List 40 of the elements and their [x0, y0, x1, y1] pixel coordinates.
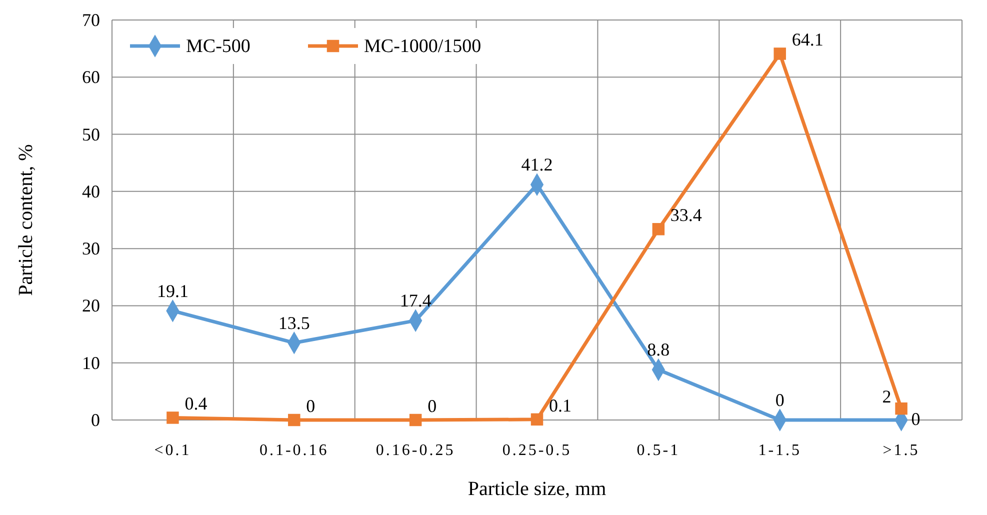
y-tick-label: 50: [82, 124, 100, 144]
legend-label: MC-1000/1500: [364, 36, 482, 57]
point: [288, 414, 300, 426]
y-tick-label: 20: [82, 296, 100, 316]
data-label: 41.2: [521, 154, 553, 175]
x-tick-label: 0.16-0.25: [376, 442, 456, 459]
x-tick-label: 0.5-1: [636, 442, 680, 459]
x-tick-label: >1.5: [882, 442, 920, 459]
point: [530, 413, 544, 426]
data-label: 13.5: [278, 312, 310, 333]
data-label: 33.4: [670, 205, 702, 226]
y-tick-label: 40: [82, 181, 100, 202]
data-label: 0: [775, 390, 784, 410]
point: [409, 414, 422, 426]
data-label: 64.1: [792, 30, 824, 50]
data-label: 2: [882, 386, 892, 407]
point: [166, 412, 179, 424]
data-label: 19.1: [156, 280, 188, 301]
x-tick-label: 1-1.5: [758, 442, 802, 459]
x-tick-label: 0.25-0.5: [502, 442, 572, 459]
data-label: 0: [428, 396, 437, 416]
data-label: 0: [911, 409, 920, 429]
x-axis-title: Particle size, mm: [468, 478, 607, 500]
data-label: 8.8: [647, 340, 670, 360]
y-tick-label: 0: [91, 410, 100, 430]
y-axis-title: Particle content, %: [15, 144, 37, 296]
point: [652, 223, 665, 236]
y-tick-label: 70: [82, 10, 100, 30]
point: [895, 402, 908, 415]
data-label: 0.4: [184, 394, 208, 414]
x-tick-label: <0.1: [154, 442, 192, 459]
x-tick-label: 0.1-0.16: [259, 442, 329, 459]
legend-label: MC-500: [186, 36, 250, 57]
y-tick-label: 10: [82, 352, 100, 373]
point: [774, 48, 786, 60]
data-label: 17.4: [400, 290, 432, 311]
y-tick-label: 30: [82, 238, 100, 259]
data-label: 0.1: [549, 395, 572, 416]
y-tick-label: 60: [82, 67, 100, 88]
data-label: 0: [306, 396, 316, 416]
